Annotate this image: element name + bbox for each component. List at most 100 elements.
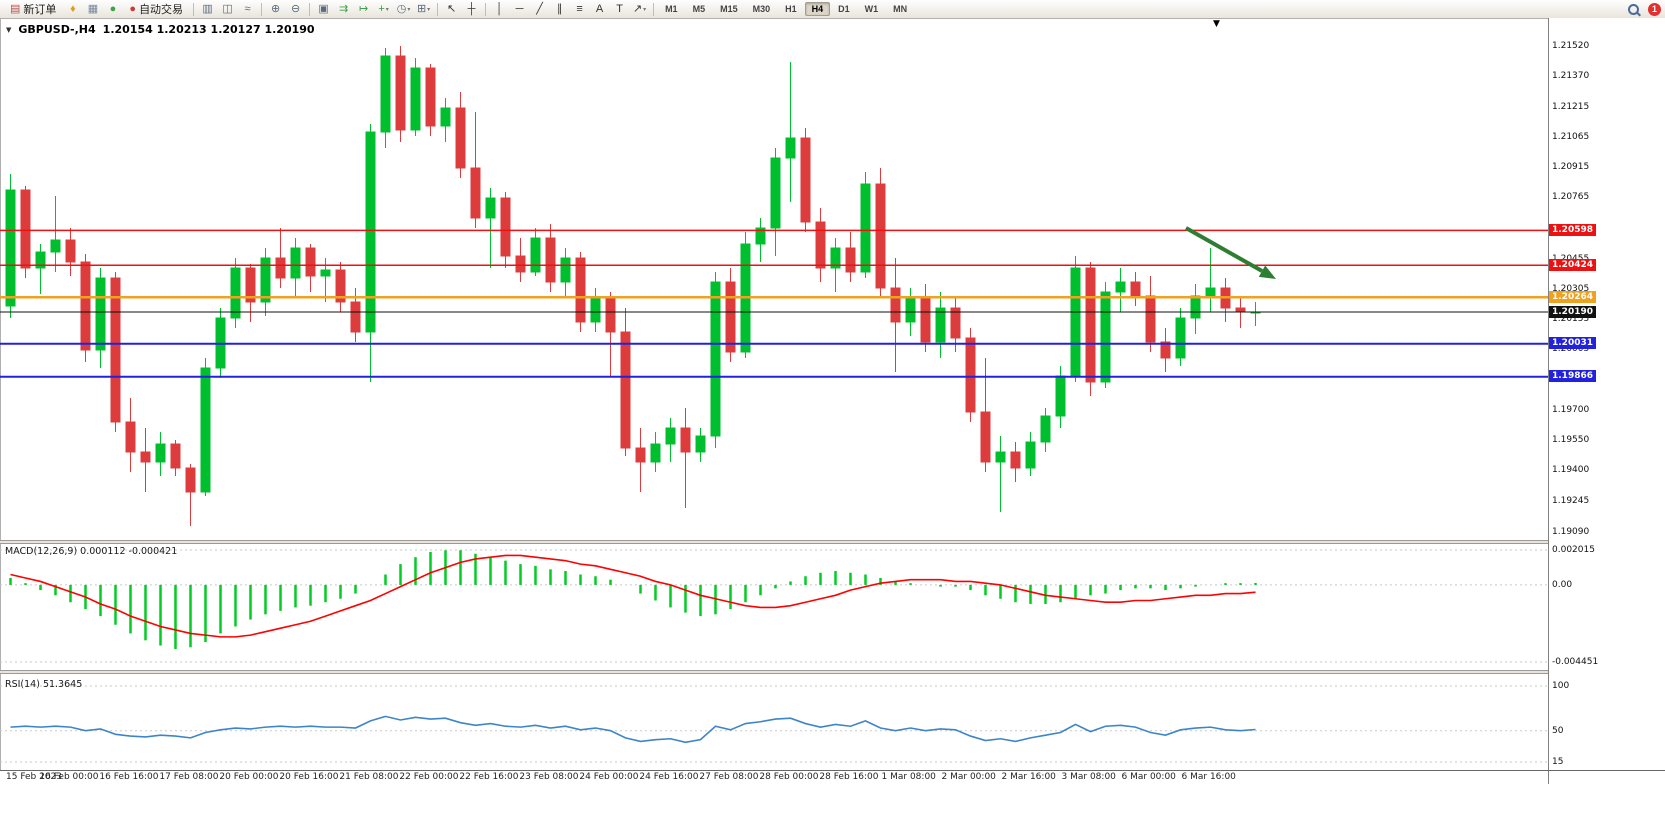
notification-badge[interactable]: 1 bbox=[1648, 2, 1661, 16]
timeframe-h4[interactable]: H4 bbox=[804, 2, 831, 16]
price-axis-label: 1.20915 bbox=[1552, 162, 1590, 172]
auto-trading-icon: ● bbox=[129, 2, 137, 15]
chart-title: ▼ GBPUSD-,H4 1.20154 1.20213 1.20127 1.2… bbox=[6, 23, 315, 36]
template-icon: ⊞ bbox=[416, 2, 427, 15]
time-axis-label: 1 Mar 08:00 bbox=[881, 772, 936, 782]
price-axis-label: 1.19090 bbox=[1552, 527, 1590, 537]
search-icon bbox=[1628, 3, 1639, 15]
time-axis-label: 28 Feb 00:00 bbox=[759, 772, 819, 782]
timeframe-m1[interactable]: M1 bbox=[665, 4, 678, 14]
new-order-icon: ▤ bbox=[10, 2, 21, 15]
candlestick-chart-icon: ◫ bbox=[222, 2, 233, 15]
crosshair-icon[interactable]: ┼ bbox=[462, 1, 481, 18]
price-badge-support-2: 1.19866 bbox=[1549, 370, 1596, 383]
price-axis-label: 1.19245 bbox=[1552, 496, 1590, 506]
toolbar-separator bbox=[261, 2, 263, 16]
info-icon[interactable]: ● bbox=[103, 1, 122, 18]
time-axis-label: 2 Mar 00:00 bbox=[941, 772, 996, 782]
price-badge-support-1: 1.20031 bbox=[1549, 337, 1596, 350]
chevron-down-icon: ▾ bbox=[643, 6, 647, 13]
line-chart-icon: ≈ bbox=[244, 2, 251, 15]
trendline-icon[interactable]: ╱ bbox=[530, 1, 549, 18]
candlestick-chart-icon[interactable]: ◫ bbox=[218, 1, 237, 18]
time-axis-label: 22 Feb 00:00 bbox=[399, 772, 459, 782]
price-axis-label: 1.19700 bbox=[1552, 405, 1590, 415]
arrows-tool-icon[interactable]: ↗ ▾ bbox=[630, 1, 649, 18]
toolbar-separator bbox=[193, 2, 195, 16]
fibonacci-icon[interactable]: ≡ bbox=[570, 1, 589, 18]
fibonacci-icon: ≡ bbox=[576, 2, 583, 15]
macd-axis-label: -0.004451 bbox=[1552, 657, 1599, 667]
time-axis-label: 24 Feb 00:00 bbox=[579, 772, 639, 782]
trend-arrow[interactable] bbox=[1185, 226, 1263, 273]
text-tool-icon: A bbox=[595, 2, 604, 15]
chevron-down-icon: ▾ bbox=[385, 6, 389, 13]
period-selector-icon: ◷ bbox=[396, 2, 407, 15]
chart-window-icon[interactable]: ▦ bbox=[83, 1, 102, 18]
price-badge-resistance-1: 1.20598 bbox=[1549, 223, 1596, 236]
auto-scroll-icon: ⇉ bbox=[338, 2, 349, 15]
zoom-in-icon[interactable]: ⊕ bbox=[266, 1, 285, 18]
toolbar-separator bbox=[437, 2, 439, 16]
ohlc-values: 1.20154 1.20213 1.20127 1.20190 bbox=[102, 23, 315, 36]
price-axis-label: 1.20305 bbox=[1552, 284, 1590, 294]
toolbar-separator bbox=[309, 2, 311, 16]
timeframe-mn[interactable]: MN bbox=[893, 4, 908, 14]
price-axis-label: 1.20155 bbox=[1552, 314, 1590, 324]
price-axis-label: 1.20765 bbox=[1552, 192, 1590, 202]
time-axis-label: 16 Feb 16:00 bbox=[99, 772, 159, 782]
rsi-axis-label: 15 bbox=[1552, 757, 1564, 767]
timeframe-h1[interactable]: H1 bbox=[785, 4, 797, 14]
info-icon: ● bbox=[109, 2, 117, 15]
chart-shift-marker[interactable]: ▼ bbox=[1213, 19, 1220, 29]
time-axis-label: 28 Feb 16:00 bbox=[819, 772, 879, 782]
period-selector-icon[interactable]: ◷ ▾ bbox=[394, 1, 413, 18]
sound-alert-icon[interactable]: ♦ bbox=[63, 1, 82, 18]
price-axis-label: 1.19400 bbox=[1552, 465, 1590, 475]
crosshair-icon: ┼ bbox=[467, 2, 476, 15]
toolbar-separator bbox=[485, 2, 487, 16]
bar-chart-icon[interactable]: ▥ bbox=[198, 1, 217, 18]
cursor-icon[interactable]: ↖ bbox=[442, 1, 461, 18]
chevron-down-icon: ▾ bbox=[407, 6, 411, 13]
tile-windows-icon[interactable]: ▣ bbox=[314, 1, 333, 18]
horizontal-line-icon[interactable]: ─ bbox=[510, 1, 529, 18]
time-axis-label: 24 Feb 16:00 bbox=[639, 772, 699, 782]
timeframe-d1[interactable]: D1 bbox=[838, 4, 850, 14]
new-order-button[interactable]: ▤ 新订单 bbox=[10, 2, 57, 16]
price-axis-label: 1.21065 bbox=[1552, 132, 1590, 142]
template-icon[interactable]: ⊞ ▾ bbox=[414, 1, 433, 18]
channel-icon[interactable]: ∥ bbox=[550, 1, 569, 18]
timeframe-m30[interactable]: M30 bbox=[752, 4, 771, 14]
chevron-down-icon: ▾ bbox=[427, 6, 431, 13]
zoom-out-icon[interactable]: ⊖ bbox=[286, 1, 305, 18]
search-icon[interactable] bbox=[1624, 1, 1643, 18]
time-axis-label: 20 Feb 00:00 bbox=[219, 772, 279, 782]
auto-scroll-icon[interactable]: ⇉ bbox=[334, 1, 353, 18]
line-chart-icon[interactable]: ≈ bbox=[238, 1, 257, 18]
channel-icon: ∥ bbox=[556, 2, 563, 15]
timeframe-m5[interactable]: M5 bbox=[692, 4, 706, 14]
timeframe-w1[interactable]: W1 bbox=[864, 4, 879, 14]
timeframe-m15[interactable]: M15 bbox=[720, 4, 738, 14]
chart-shift-icon[interactable]: ↦ bbox=[354, 1, 373, 18]
price-chart[interactable] bbox=[0, 18, 1665, 784]
zoom-in-icon: ⊕ bbox=[270, 2, 281, 15]
auto-trading-button[interactable]: ● 自动交易 bbox=[129, 2, 184, 16]
price-badge-resistance-2: 1.20424 bbox=[1549, 258, 1596, 271]
macd-axis-label: 0.002015 bbox=[1552, 545, 1595, 555]
time-axis-label: 23 Feb 08:00 bbox=[519, 772, 579, 782]
add-indicator-icon[interactable]: + ▾ bbox=[374, 1, 393, 18]
vertical-line-icon[interactable]: │ bbox=[490, 1, 509, 18]
time-axis-label: 3 Mar 08:00 bbox=[1061, 772, 1116, 782]
collapse-icon[interactable]: ▼ bbox=[6, 25, 12, 34]
horizontal-line-icon: ─ bbox=[515, 2, 524, 15]
label-tool-icon[interactable]: T bbox=[610, 1, 629, 18]
time-axis-label: 20 Feb 16:00 bbox=[279, 772, 339, 782]
rsi-line bbox=[10, 715, 1256, 744]
chart-window-icon: ▦ bbox=[87, 2, 99, 15]
cursor-icon: ↖ bbox=[446, 2, 457, 15]
arrows-tool-icon: ↗ bbox=[632, 2, 643, 15]
text-tool-icon[interactable]: A bbox=[590, 1, 609, 18]
